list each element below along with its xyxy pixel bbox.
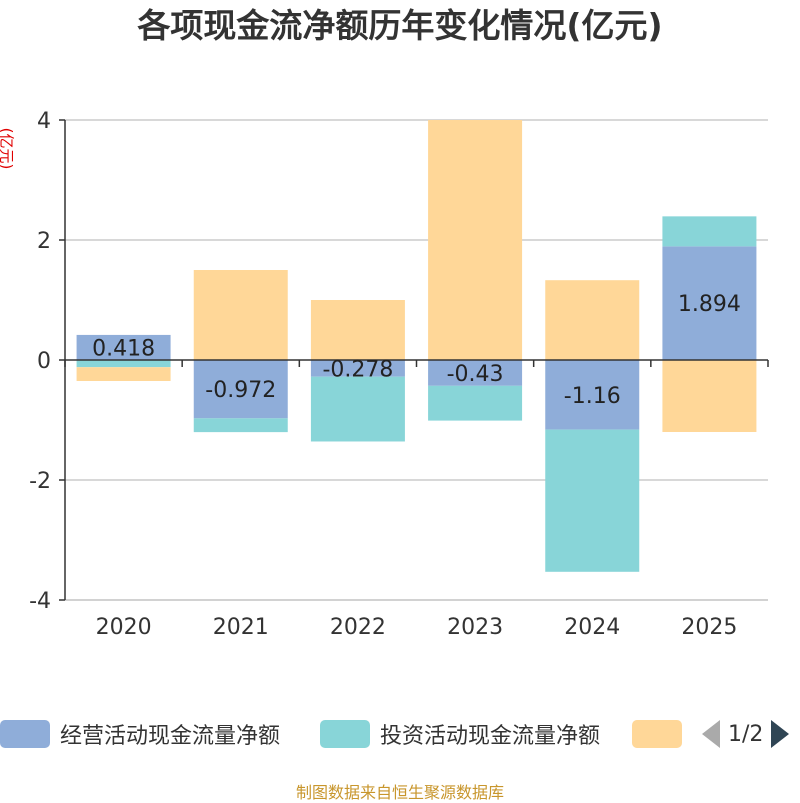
bar-series0-2023[interactable]: [428, 360, 523, 386]
legend-item-financing[interactable]: [632, 716, 682, 752]
data-label-2023: -0.43: [447, 362, 504, 387]
y-tick-label: 0: [37, 349, 51, 374]
x-tick-label-2023: 2023: [447, 615, 503, 640]
grid-lines: [65, 119, 768, 601]
legend-label-operating: 经营活动现金流量净额: [60, 724, 281, 749]
legend-item-investing[interactable]: 投资活动现金流量净额: [320, 716, 600, 752]
bar-series2-2023[interactable]: [428, 120, 523, 360]
x-tick-label-2020: 2020: [96, 615, 152, 640]
y-tick-label: -2: [29, 469, 51, 494]
y-tick-label: 2: [37, 229, 51, 254]
data-source-note: 制图数据来自恒生聚源数据库: [295, 783, 504, 802]
legend-swatch-financing: [632, 720, 682, 748]
legend: 经营活动现金流量净额 投资活动现金流量净额 1/2: [0, 716, 800, 752]
bar-series2-2024[interactable]: [545, 280, 640, 360]
data-labels: 0.418 -0.972 -0.278 -0.43 -1.16 1.894: [92, 292, 741, 409]
x-tick-label-2025: 2025: [681, 615, 737, 640]
legend-next-page-icon[interactable]: [771, 720, 790, 748]
bar-series1-2024[interactable]: [545, 429, 640, 572]
x-tick-label-2021: 2021: [213, 615, 269, 640]
chart-title: 各项现金流净额历年变化情况(亿元): [137, 6, 663, 45]
y-tick-label: -4: [29, 589, 51, 614]
bars: [76, 120, 757, 572]
legend-label-investing: 投资活动现金流量净额: [380, 724, 601, 749]
bar-series2-2022[interactable]: [310, 300, 405, 360]
legend-prev-page-icon[interactable]: [702, 720, 720, 748]
bar-series1-2021[interactable]: [193, 418, 288, 433]
data-label-2025: 1.894: [678, 292, 741, 317]
data-label-2020: 0.418: [92, 336, 155, 361]
bar-series0-2025[interactable]: [662, 246, 757, 360]
bar-series1-2020[interactable]: [76, 360, 171, 368]
legend-swatch-investing: [320, 720, 370, 748]
bar-series0-2021[interactable]: [193, 360, 288, 419]
legend-swatch-operating: [0, 720, 50, 748]
bar-series1-2023[interactable]: [428, 385, 523, 421]
y-tick-label: 4: [37, 109, 51, 134]
legend-pager: 1/2: [702, 716, 790, 752]
bar-series1-2025[interactable]: [662, 216, 757, 247]
bar-series0-2020[interactable]: [76, 334, 171, 360]
bar-series2-2021[interactable]: [193, 270, 288, 360]
bar-series1-2022[interactable]: [310, 376, 405, 442]
x-tick-label-2024: 2024: [564, 615, 620, 640]
bar-series0-2024[interactable]: [545, 360, 640, 430]
axes: -4 -2 0 2 4 2020 2021 2022 2023 2024 2025: [29, 109, 769, 640]
bar-series2-2025[interactable]: [662, 360, 757, 432]
legend-item-operating[interactable]: 经营活动现金流量净额: [0, 716, 280, 752]
data-label-2022: -0.278: [322, 357, 393, 382]
x-tick-label-2022: 2022: [330, 615, 386, 640]
bar-series2-2020[interactable]: [76, 367, 171, 381]
bar-series0-2022[interactable]: [310, 360, 405, 377]
data-label-2024: -1.16: [564, 384, 621, 409]
data-label-2021: -0.972: [205, 378, 276, 403]
legend-page-indicator: 1/2: [728, 721, 764, 747]
